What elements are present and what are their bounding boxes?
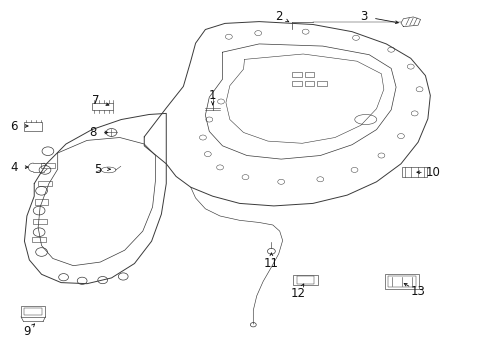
Bar [292, 81, 302, 86]
Bar [35, 199, 48, 205]
Text: 2: 2 [274, 10, 282, 23]
Text: 3: 3 [360, 10, 367, 23]
Text: 7: 7 [91, 94, 99, 107]
Bar [24, 122, 42, 131]
Text: 1: 1 [208, 89, 216, 102]
Bar [92, 103, 113, 110]
Bar [41, 163, 55, 168]
Bar [296, 276, 314, 284]
Text: 4: 4 [10, 161, 18, 174]
Text: 8: 8 [89, 126, 97, 139]
Bar [38, 181, 52, 186]
Bar [402, 167, 426, 177]
Text: 13: 13 [410, 285, 425, 298]
Bar [316, 81, 326, 86]
Text: 11: 11 [264, 257, 278, 270]
Bar [292, 72, 302, 77]
Text: 5: 5 [94, 163, 102, 176]
Text: 9: 9 [23, 325, 31, 338]
Bar [304, 81, 314, 86]
Bar [387, 276, 415, 287]
Text: 10: 10 [425, 166, 439, 179]
Bar [33, 219, 47, 224]
Bar [24, 308, 42, 315]
Bar [384, 274, 418, 289]
Text: 6: 6 [10, 120, 18, 132]
Bar [304, 72, 314, 77]
Bar [293, 275, 317, 285]
Bar [21, 306, 45, 317]
Bar [32, 237, 46, 242]
Text: 12: 12 [290, 287, 305, 300]
